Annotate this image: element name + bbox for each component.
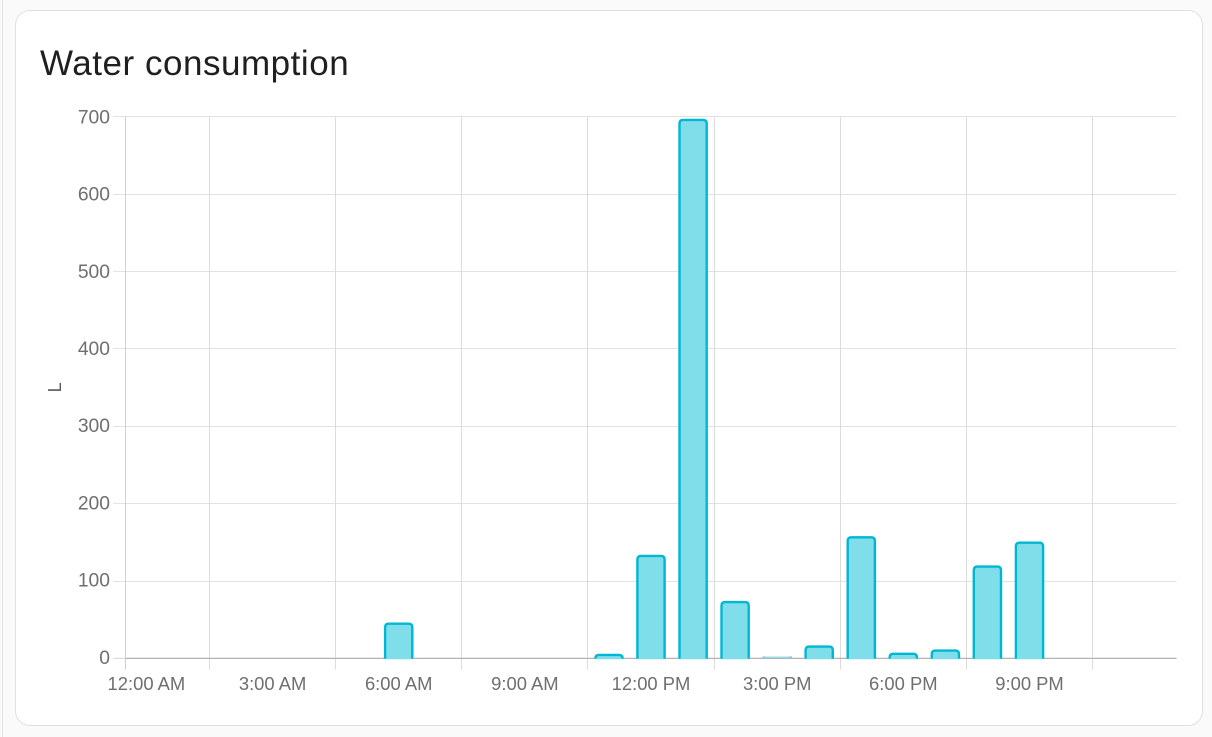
- svg-text:500: 500: [78, 262, 110, 283]
- svg-text:L: L: [45, 382, 65, 392]
- svg-text:12:00 PM: 12:00 PM: [612, 673, 691, 694]
- svg-text:9:00 PM: 9:00 PM: [995, 673, 1064, 694]
- svg-text:3:00 PM: 3:00 PM: [743, 673, 812, 694]
- svg-text:100: 100: [78, 571, 110, 592]
- svg-text:12:00 AM: 12:00 AM: [108, 673, 186, 694]
- svg-text:0: 0: [99, 648, 110, 669]
- svg-text:700: 700: [78, 107, 110, 128]
- svg-text:200: 200: [78, 493, 110, 514]
- svg-text:300: 300: [78, 416, 110, 437]
- svg-text:6:00 PM: 6:00 PM: [869, 673, 938, 694]
- svg-text:3:00 AM: 3:00 AM: [239, 673, 306, 694]
- svg-text:400: 400: [78, 339, 110, 360]
- svg-text:600: 600: [78, 185, 110, 206]
- svg-text:9:00 AM: 9:00 AM: [491, 673, 558, 694]
- svg-text:6:00 AM: 6:00 AM: [365, 673, 432, 694]
